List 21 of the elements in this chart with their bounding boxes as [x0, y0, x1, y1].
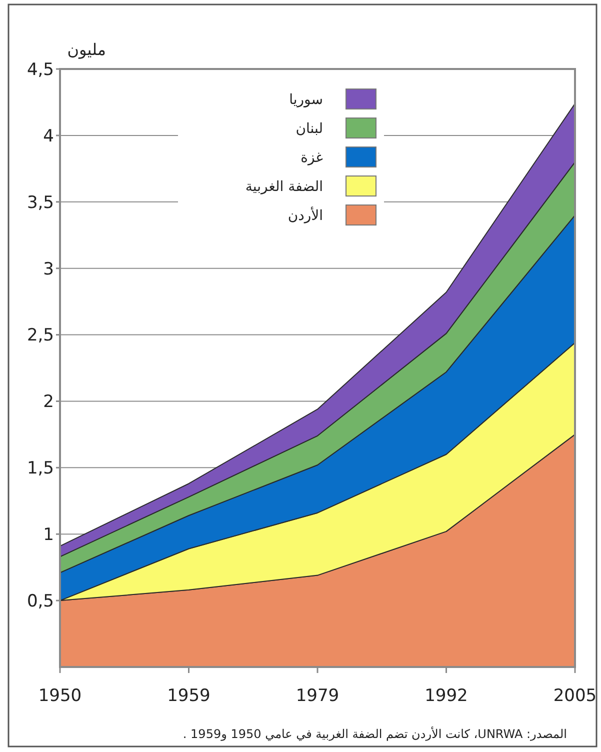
- legend-label: الأردن: [288, 206, 323, 224]
- y-tick-label: 2,5: [26, 326, 54, 346]
- y-tick-label: 1,5: [26, 458, 54, 479]
- y-tick-label: 3: [43, 259, 54, 280]
- legend-label: لبنان: [296, 120, 323, 137]
- y-tick-label: 0,5: [26, 592, 54, 612]
- x-tick-label: 2005: [553, 686, 597, 706]
- y-tick-label: 2: [43, 392, 54, 412]
- legend-label: الضفة الغربية: [245, 178, 323, 195]
- x-tick-label: 1959: [167, 686, 210, 706]
- legend-label: غزة: [300, 150, 323, 166]
- text: المصدر: UNRWA، كانت الأردن تضم الضفة الغربية في عامي 1950 و1959 .: [182, 726, 567, 741]
- x-tick-label: 1950: [38, 686, 82, 706]
- y-tick-label: 4,5: [26, 60, 54, 80]
- x-tick-label: 1979: [296, 686, 340, 706]
- y-tick-label: 1: [43, 525, 54, 546]
- legend-label: سوريا: [289, 92, 323, 108]
- y-tick-label: 4: [43, 126, 54, 146]
- y-axis-title: مليون: [67, 40, 106, 59]
- x-tick-label: 1992: [424, 686, 468, 706]
- y-tick-label: 3,5: [26, 192, 54, 213]
